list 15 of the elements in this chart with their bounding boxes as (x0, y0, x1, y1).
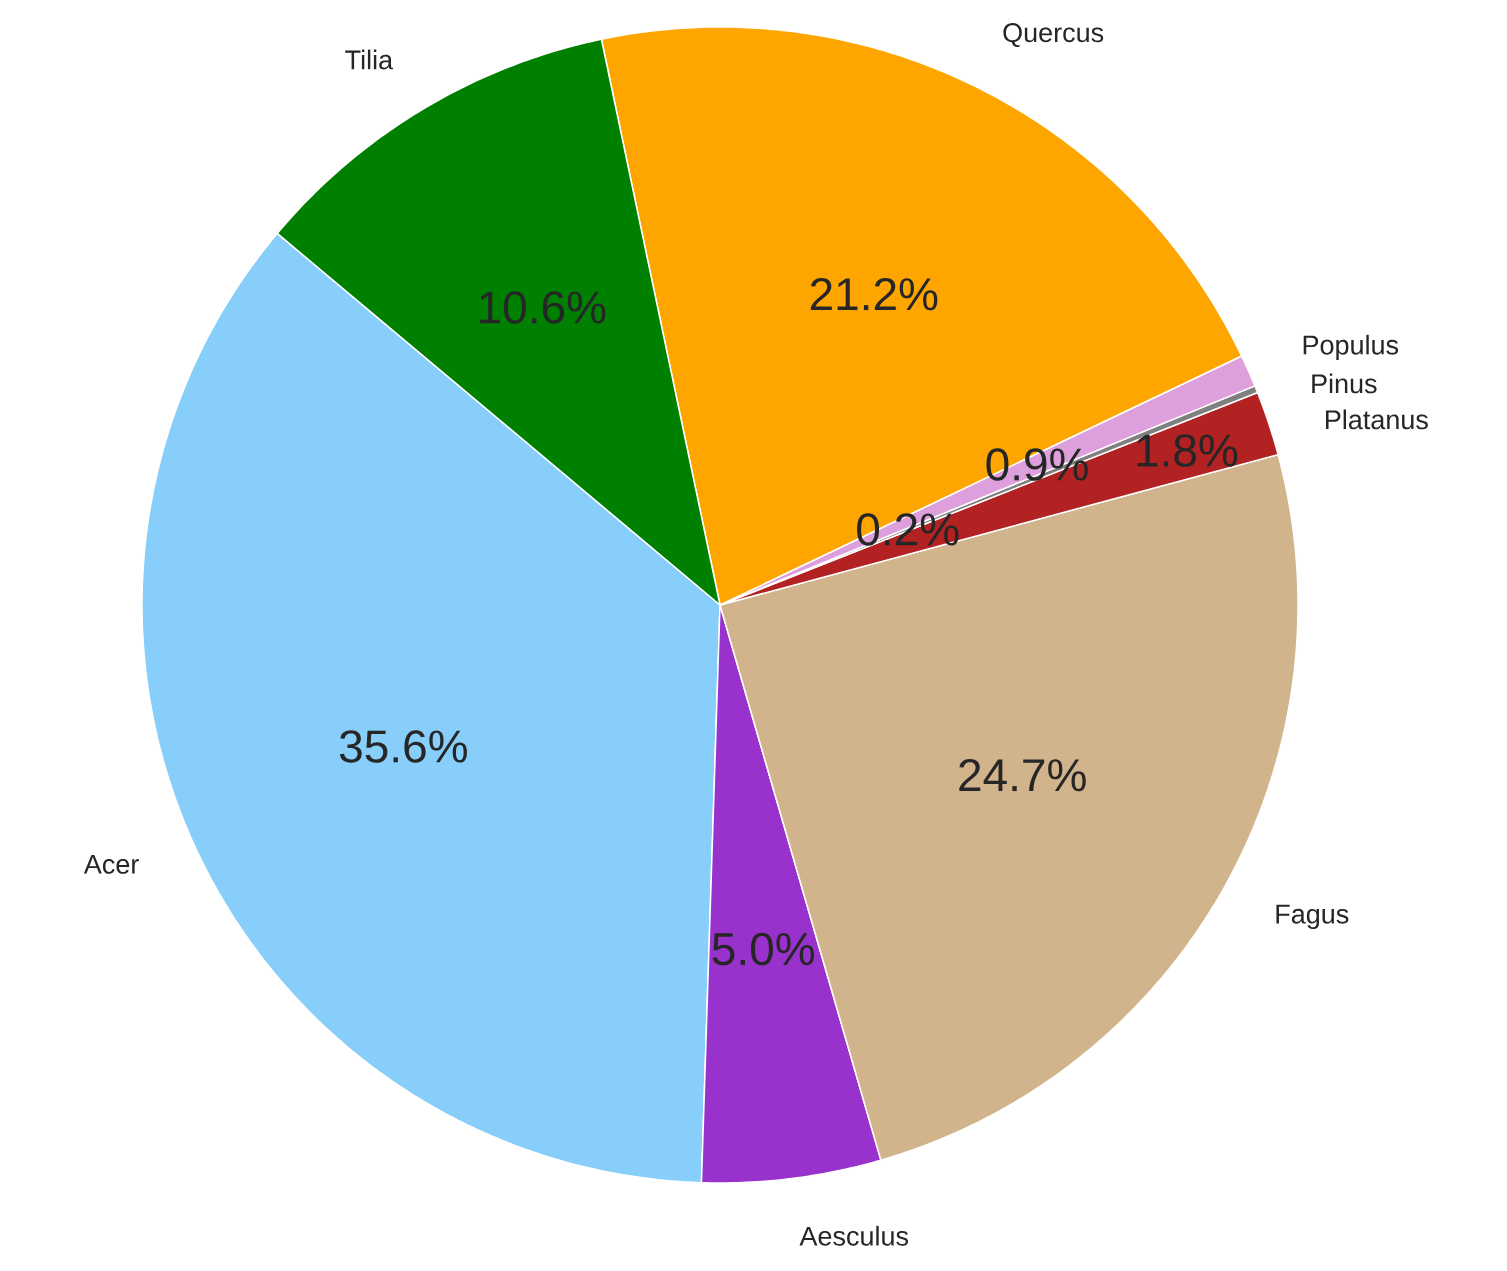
data-label: 1.8% (1137, 434, 1238, 467)
slice-label: Pinus (1312, 373, 1377, 394)
data-label: 35.6% (339, 730, 467, 763)
slice-label: Populus (1303, 334, 1399, 360)
slice-label: Platanus (1326, 409, 1428, 430)
data-label: 10.6% (480, 291, 606, 324)
data-label: 5.0% (712, 932, 815, 966)
slice-label: Aesculus (799, 1225, 909, 1246)
slice-label: Acer (83, 854, 139, 874)
slice-label: Tilia (345, 49, 394, 70)
data-label: 21.2% (810, 277, 938, 311)
slice-label: Quercus (1003, 23, 1104, 48)
data-label: 24.7% (959, 758, 1086, 792)
slice-label: Fagus (1276, 904, 1349, 929)
data-label: 0.2% (857, 513, 959, 546)
